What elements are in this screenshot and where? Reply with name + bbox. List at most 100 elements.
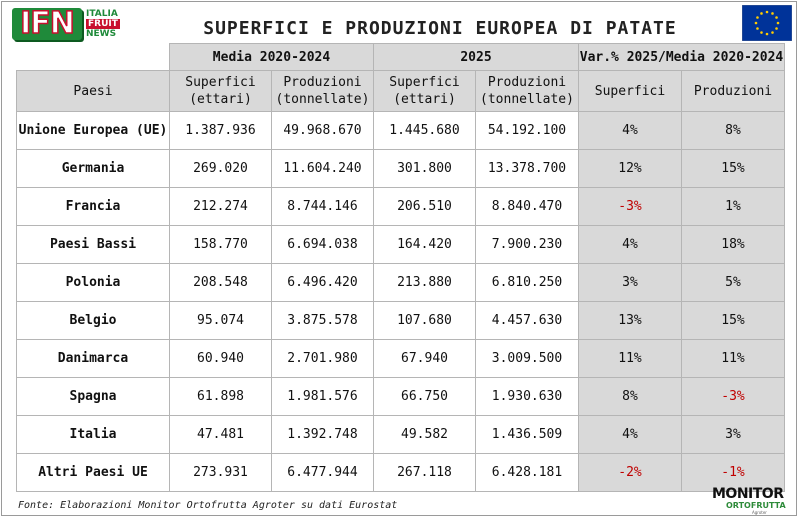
group-header-row: Media 2020-2024 2025 Var.% 2025/Media 20… (16, 43, 785, 71)
value-cell-var-prod: 15% (681, 149, 785, 188)
col-header-superfici-2025: Superfici (ettari) (373, 70, 476, 112)
logo-word-1: ITALIA (86, 9, 118, 19)
country-cell: Paesi Bassi (16, 225, 170, 264)
monitor-ortofrutta-logo: MONITOR ORTOFRUTTA Agroter (712, 487, 792, 515)
value-cell-prod-2025: 1.930.630 (475, 377, 579, 416)
value-cell-sup-2025: 67.940 (373, 339, 476, 378)
source-note: Fonte: Elaborazioni Monitor Ortofrutta A… (18, 500, 398, 511)
ifn-logo-letters: IFN (19, 5, 75, 42)
value-cell-sup-2025: 66.750 (373, 377, 476, 416)
logo-word-3: NEWS (86, 29, 117, 39)
value-cell-var-prod: 11% (681, 339, 785, 378)
value-cell-var-sup: 12% (578, 149, 682, 188)
logo-word-2: FRUIT (86, 19, 120, 29)
value-cell-var-prod: 3% (681, 415, 785, 454)
value-cell-var-sup: 4% (578, 111, 682, 150)
col-header-paesi: Paesi (16, 70, 170, 112)
value-cell-sup-2025: 49.582 (373, 415, 476, 454)
value-cell-prod-avg: 8.744.146 (271, 187, 374, 226)
value-cell-prod-2025: 1.436.509 (475, 415, 579, 454)
value-cell-sup-avg: 47.481 (169, 415, 272, 454)
eu-star-icon (775, 27, 778, 30)
table-row: Spagna 61.898 1.981.576 66.750 1.930.630 8% -3… (16, 377, 785, 416)
value-cell-sup-2025: 267.118 (373, 453, 476, 492)
value-cell-prod-avg: 11.604.240 (271, 149, 374, 188)
value-cell-prod-2025: 4.457.630 (475, 301, 579, 340)
country-cell: Unione Europea (UE) (16, 111, 170, 150)
country-cell: Germania (16, 149, 170, 188)
value-cell-var-prod: -1% (681, 453, 785, 492)
value-cell-var-sup: 13% (578, 301, 682, 340)
eu-star-icon (776, 21, 780, 25)
eu-star-icon (771, 31, 774, 34)
value-cell-var-sup: -2% (578, 453, 682, 492)
value-cell-sup-avg: 269.020 (169, 149, 272, 188)
table-row: Unione Europea (UE) 1.387.936 49.968.670 1.… (16, 111, 785, 150)
value-cell-prod-2025: 3.009.500 (475, 339, 579, 378)
eu-star-icon (775, 16, 778, 19)
value-cell-prod-avg: 2.701.980 (271, 339, 374, 378)
monitor-logo-line1: MONITOR (712, 486, 784, 502)
value-cell-var-sup: 4% (578, 225, 682, 264)
eu-star-icon (756, 27, 759, 30)
value-cell-var-prod: -3% (681, 377, 785, 416)
group-header-2025: 2025 (373, 43, 579, 71)
country-cell: Spagna (16, 377, 170, 416)
sub-header-row: Paesi Superfici (ettari) Produzioni (tonne… (16, 70, 785, 112)
country-cell: Polonia (16, 263, 170, 302)
value-cell-sup-avg: 95.074 (169, 301, 272, 340)
eu-star-icon (765, 32, 769, 36)
monitor-logo-line3: Agroter (752, 510, 767, 515)
value-cell-sup-avg: 158.770 (169, 225, 272, 264)
value-cell-var-prod: 15% (681, 301, 785, 340)
value-cell-prod-2025: 7.900.230 (475, 225, 579, 264)
value-cell-var-prod: 18% (681, 225, 785, 264)
value-cell-prod-avg: 3.875.578 (271, 301, 374, 340)
table-row: Francia 212.274 8.744.146 206.510 8.840.470-… (16, 187, 785, 226)
country-cell: Danimarca (16, 339, 170, 378)
eu-star-icon (765, 10, 769, 14)
country-cell: Belgio (16, 301, 170, 340)
table-row: Altri Paesi UE 273.931 6.477.944 267.118 6.4… (16, 453, 785, 492)
value-cell-prod-2025: 6.810.250 (475, 263, 579, 302)
eu-star-icon (771, 12, 774, 15)
value-cell-sup-2025: 206.510 (373, 187, 476, 226)
ifn-logo: IFN ITALIA FRUIT NEWS (12, 5, 132, 42)
sub-header-line2: (ettari) (393, 92, 456, 107)
value-cell-prod-avg: 1.392.748 (271, 415, 374, 454)
table-row: Polonia 208.548 6.496.420 213.880 6.810.250 3… (16, 263, 785, 302)
group-header-media: Media 2020-2024 (169, 43, 374, 71)
table-row: Belgio 95.074 3.875.578 107.680 4.457.630 13%… (16, 301, 785, 340)
sub-header-line1: Superfici (185, 75, 256, 90)
data-table: Media 2020-2024 2025 Var.% 2025/Media 20… (16, 43, 785, 492)
value-cell-var-sup: 11% (578, 339, 682, 378)
sub-header-line2: (ettari) (189, 92, 252, 107)
col-header-superfici-var: Superfici (578, 70, 682, 112)
value-cell-sup-avg: 1.387.936 (169, 111, 272, 150)
col-header-produzioni-media: Produzioni (tonnellate) (271, 70, 374, 112)
country-cell: Italia (16, 415, 170, 454)
eu-star-icon (754, 21, 758, 25)
value-cell-sup-2025: 213.880 (373, 263, 476, 302)
value-cell-prod-avg: 6.496.420 (271, 263, 374, 302)
eu-star-icon (756, 16, 759, 19)
eu-star-icon (760, 12, 763, 15)
value-cell-var-sup: -3% (578, 187, 682, 226)
value-cell-prod-avg: 6.694.038 (271, 225, 374, 264)
sub-header-line1: Produzioni (283, 75, 362, 90)
value-cell-prod-2025: 13.378.700 (475, 149, 579, 188)
sub-header-line1: Produzioni (487, 75, 567, 90)
ifn-logo-box: IFN (12, 5, 82, 42)
value-cell-prod-avg: 49.968.670 (271, 111, 374, 150)
value-cell-sup-2025: 107.680 (373, 301, 476, 340)
value-cell-var-prod: 8% (681, 111, 785, 150)
value-cell-prod-avg: 6.477.944 (271, 453, 374, 492)
empty-corner (16, 43, 170, 71)
value-cell-prod-2025: 6.428.181 (475, 453, 579, 492)
value-cell-sup-2025: 164.420 (373, 225, 476, 264)
value-cell-var-sup: 8% (578, 377, 682, 416)
table-row: Paesi Bassi 158.770 6.694.038 164.420 7.900.… (16, 225, 785, 264)
value-cell-sup-avg: 61.898 (169, 377, 272, 416)
value-cell-sup-avg: 273.931 (169, 453, 272, 492)
